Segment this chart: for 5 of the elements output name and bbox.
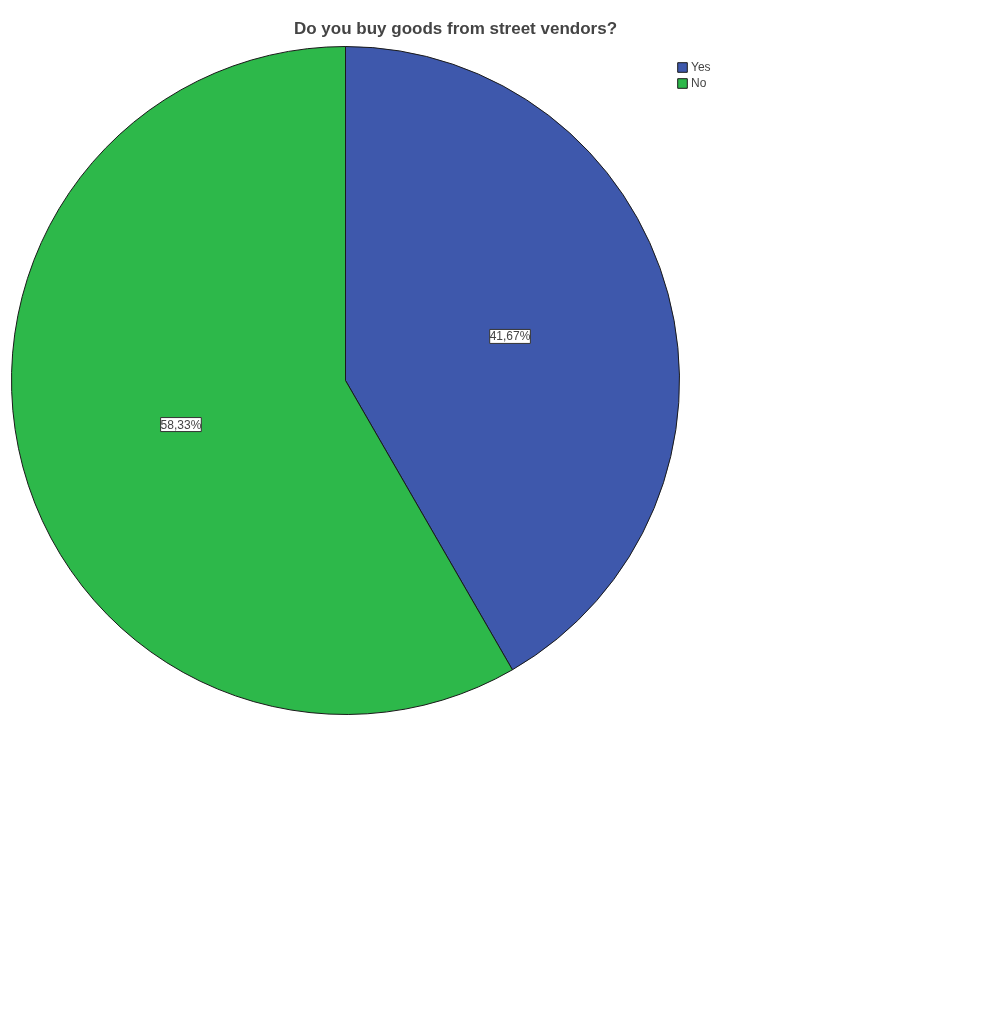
data-label: 58,33% xyxy=(160,417,202,432)
chart-title: Do you buy goods from street vendors? xyxy=(293,19,618,38)
legend-label: No xyxy=(691,76,708,90)
legend-label: Yes xyxy=(691,60,711,74)
data-label: 41,67% xyxy=(489,329,531,344)
